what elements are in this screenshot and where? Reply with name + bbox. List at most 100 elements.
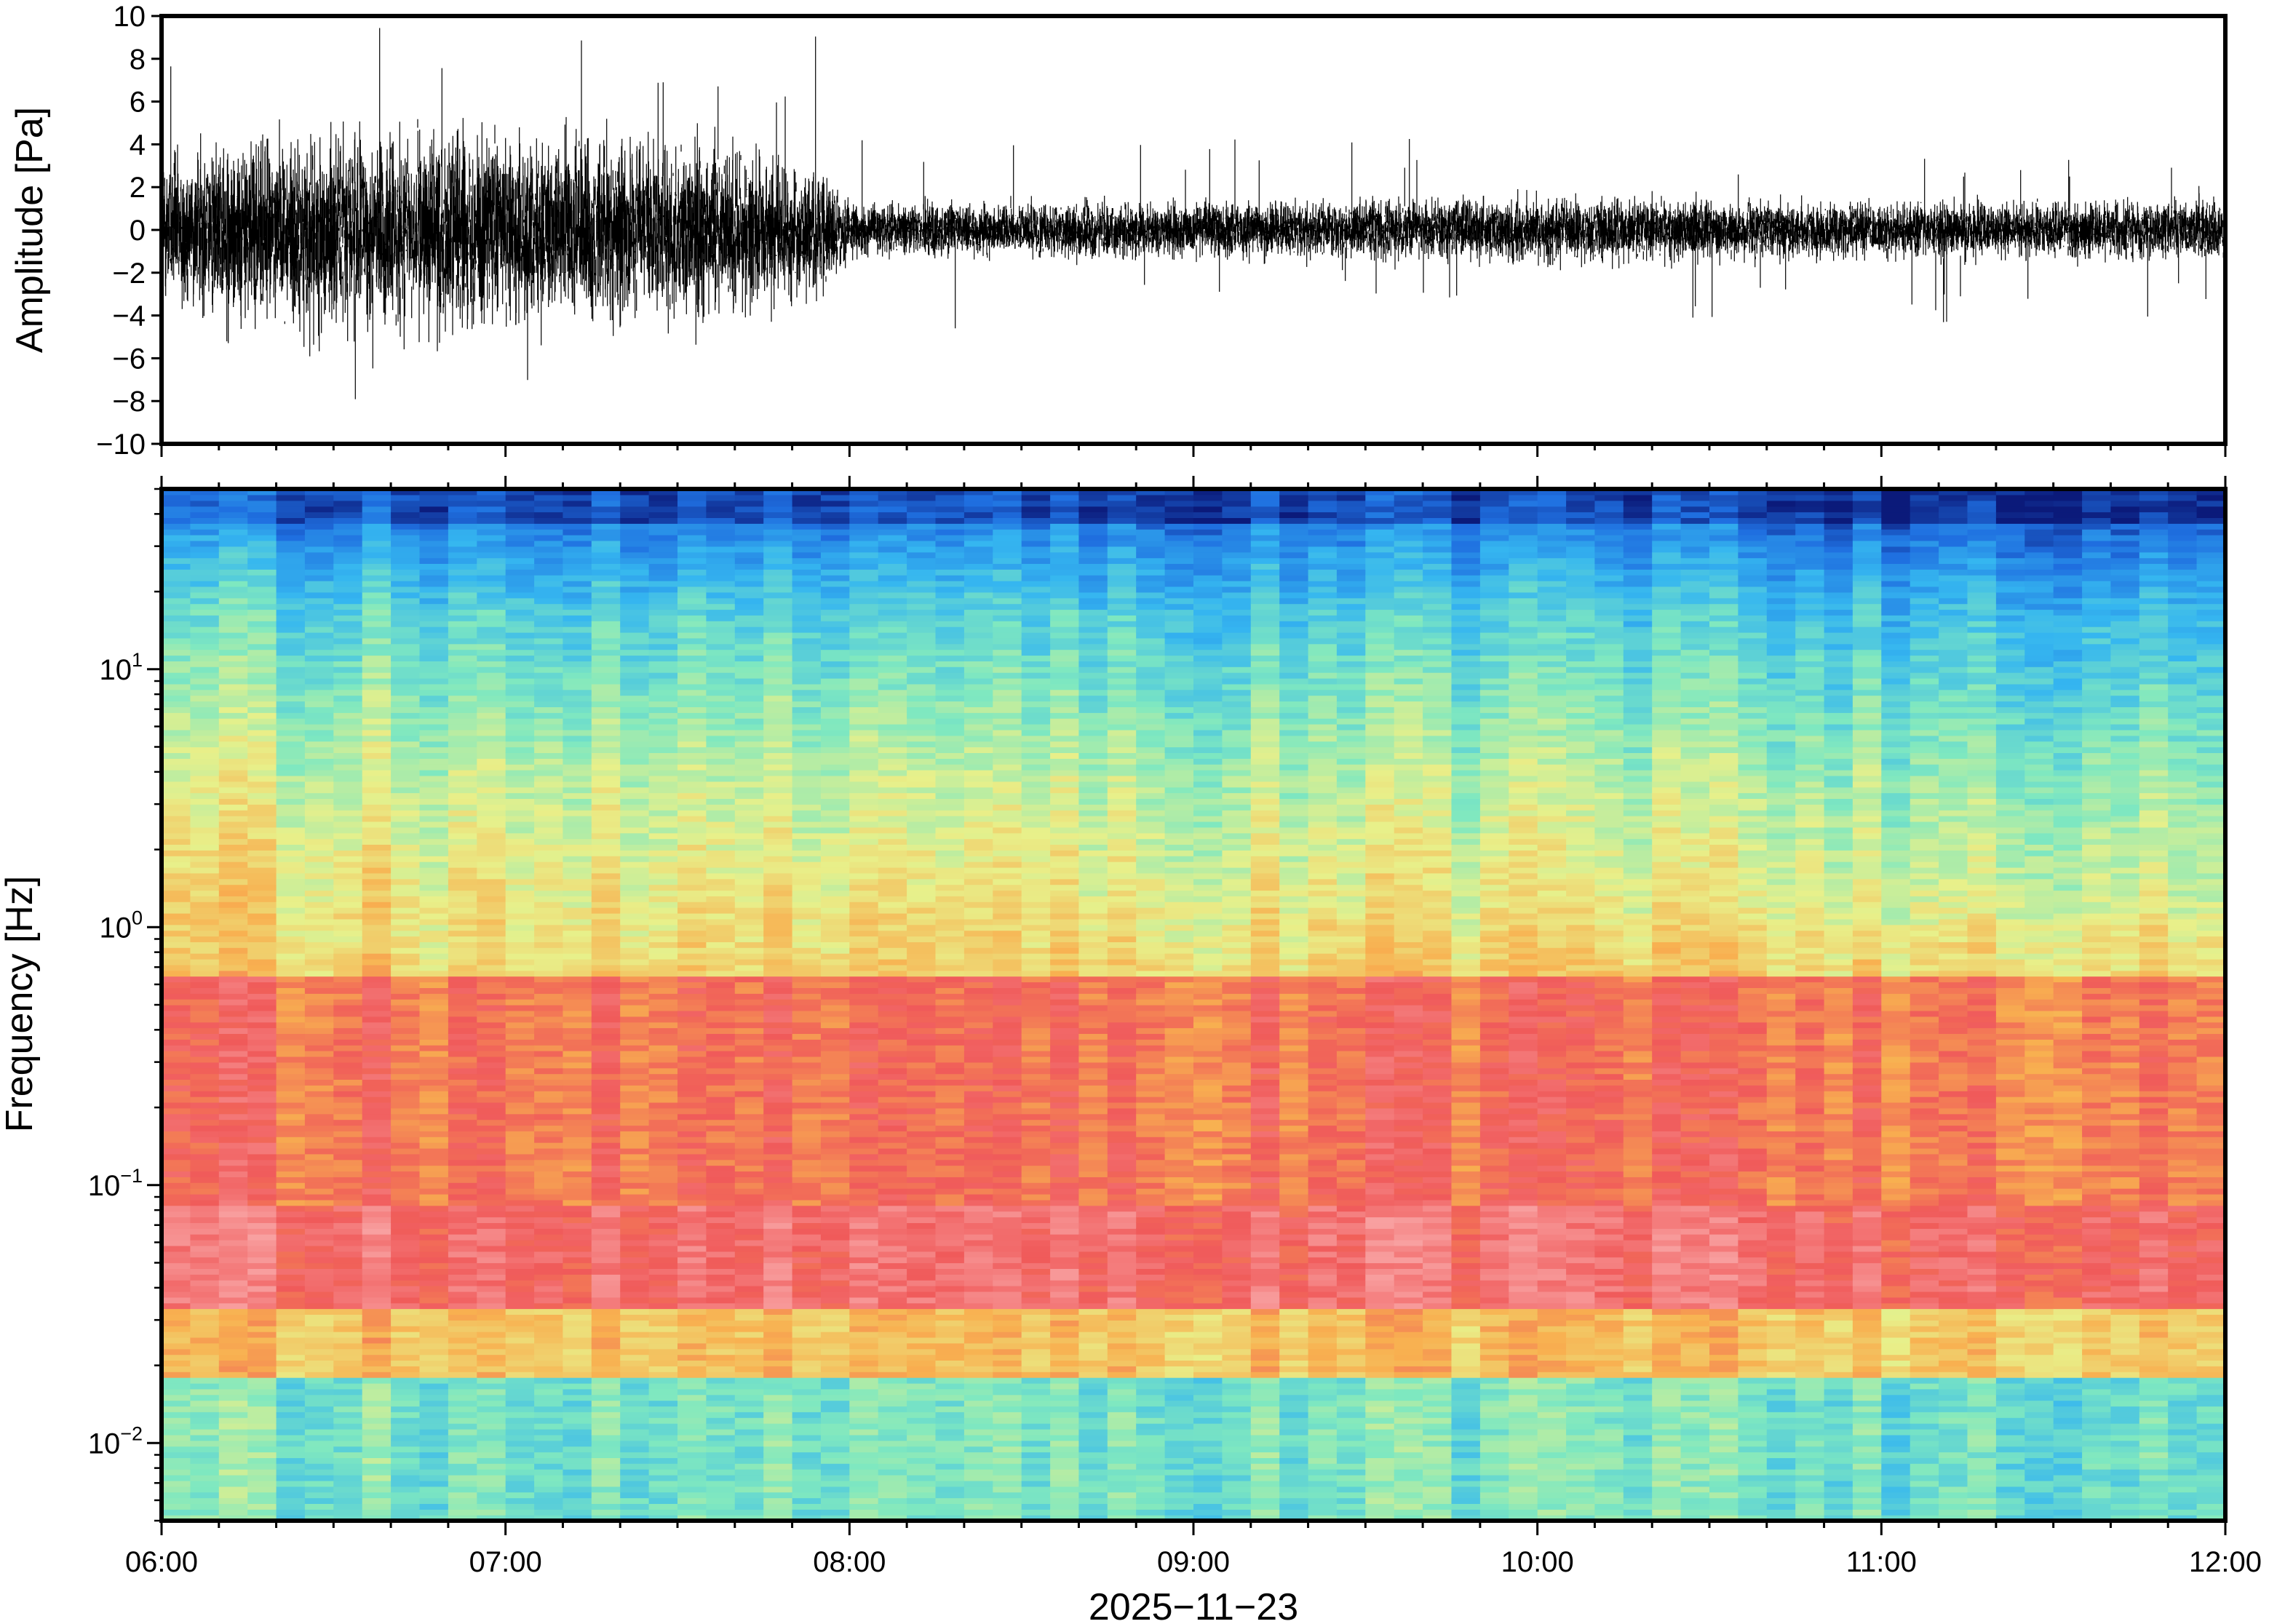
spectrogram-cell: [878, 913, 907, 920]
spectrogram-cell: [648, 1027, 678, 1034]
spectrogram-cell: [849, 907, 879, 914]
spectrogram-cell: [792, 724, 822, 731]
spectrogram-cell: [162, 718, 191, 725]
spectrogram-cell: [648, 1205, 678, 1212]
spectrogram-cell: [419, 597, 449, 605]
spectrogram-cell: [677, 615, 707, 621]
spectrogram-cell: [820, 489, 850, 495]
spectrogram-cell: [677, 770, 707, 776]
spectrogram-cell: [591, 787, 621, 794]
spectrogram-cell: [563, 1251, 592, 1258]
spectrogram-cell: [706, 752, 736, 759]
spectrogram-cell: [276, 1027, 306, 1034]
spectrogram-cell: [849, 1382, 879, 1390]
spectrogram-cell: [792, 1119, 822, 1126]
spectrogram-cell: [218, 666, 248, 673]
spectrogram-cell: [162, 529, 191, 536]
spectrogram-cell: [477, 678, 506, 685]
spectrogram-cell: [792, 850, 822, 856]
spectrogram-cell: [706, 1051, 736, 1057]
spectrogram-cell: [419, 540, 449, 547]
spectrogram-cell: [162, 861, 191, 868]
spectrogram-cell: [648, 810, 678, 816]
spectrogram-cell: [391, 970, 421, 977]
spectrogram-cell: [648, 901, 678, 908]
spectrogram-cell: [706, 666, 736, 673]
spectrogram-cell: [677, 609, 707, 616]
spectrogram-cell: [591, 1251, 621, 1258]
spectrogram-cell: [505, 683, 535, 690]
spectrogram-cell: [448, 993, 477, 1000]
spectrogram-cell: [391, 1153, 421, 1161]
spectrogram-cell: [677, 930, 707, 937]
spectrogram-cell: [448, 1457, 477, 1464]
spectrogram-cell: [935, 1382, 965, 1390]
spectrogram-cell: [648, 1280, 678, 1286]
spectrogram-cell: [304, 1045, 334, 1051]
spectrogram-cell: [333, 1394, 363, 1401]
spectrogram-cell: [591, 1171, 621, 1177]
spectrogram-cell: [820, 1446, 850, 1453]
spectrogram-cell: [333, 1211, 363, 1218]
spectrogram-cell: [304, 1245, 334, 1252]
spectrogram-cell: [162, 1480, 191, 1487]
spectrogram-cell: [763, 621, 793, 627]
spectrogram-cell: [648, 1302, 678, 1310]
spectrogram-cell: [477, 1463, 506, 1470]
spectrogram-cell: [648, 1268, 678, 1275]
spectrogram-cell: [648, 1194, 678, 1201]
spectrogram-cell: [505, 741, 535, 748]
spectrogram-cell: [505, 1091, 535, 1097]
spectrogram-cell: [362, 890, 392, 896]
spectrogram-cell: [648, 1286, 678, 1292]
spectrogram-cell: [935, 1280, 965, 1286]
spectrogram-cell: [792, 918, 822, 926]
spectrogram-cell: [907, 878, 937, 885]
spectrogram-cell: [591, 592, 621, 599]
spectrogram-cell: [878, 1039, 907, 1046]
spectrogram-cell: [276, 512, 306, 518]
spectrogram-cell: [849, 936, 879, 942]
spectrogram-cell: [648, 1406, 678, 1412]
spectrogram-cell: [706, 1274, 736, 1281]
spectrogram-cell: [763, 517, 793, 524]
spectrogram-cell: [162, 649, 191, 656]
spectrogram-cell: [333, 1005, 363, 1011]
spectrogram-cell: [448, 1188, 477, 1195]
spectrogram-cell: [734, 1188, 764, 1195]
spectrogram-cell: [648, 1469, 678, 1476]
spectrogram-cell: [763, 1280, 793, 1286]
spectrogram-cell: [362, 1497, 392, 1504]
spectrogram-cell: [734, 1147, 764, 1155]
spectrogram-cell: [477, 1469, 506, 1476]
spectrogram-cell: [276, 1366, 306, 1372]
spectrogram-cell: [820, 1205, 850, 1212]
spectrogram-cell: [620, 942, 650, 948]
spectrogram-cell: [247, 523, 277, 530]
spectrogram-cell: [247, 689, 277, 696]
spectrogram-cell: [734, 775, 764, 782]
spectrogram-cell: [534, 1022, 564, 1029]
spectrogram-cell: [591, 489, 621, 495]
spectrogram-cell: [563, 924, 592, 931]
spectrogram-cell: [448, 592, 477, 599]
spectrogram-cell: [276, 787, 306, 794]
spectrogram-cell: [276, 1400, 306, 1407]
spectrogram-cell: [391, 918, 421, 926]
spectrogram-cell: [878, 1199, 907, 1206]
spectrogram-cell: [648, 850, 678, 856]
spectrogram-cell: [448, 1194, 477, 1201]
spectrogram-cell: [304, 1062, 334, 1069]
spectrogram-cell: [276, 1262, 306, 1269]
spectrogram-cell: [362, 1354, 392, 1361]
spectrogram-cell: [792, 494, 822, 501]
spectrogram-cell: [419, 632, 449, 639]
spectrogram-cell: [534, 1429, 564, 1436]
spectrogram-cell: [362, 861, 392, 868]
spectrogram-cell: [792, 1240, 822, 1246]
spectrogram-cell: [734, 1475, 764, 1481]
spectrogram-cell: [763, 741, 793, 748]
spectrogram-cell: [247, 575, 277, 581]
spectrogram-cell: [534, 678, 564, 685]
